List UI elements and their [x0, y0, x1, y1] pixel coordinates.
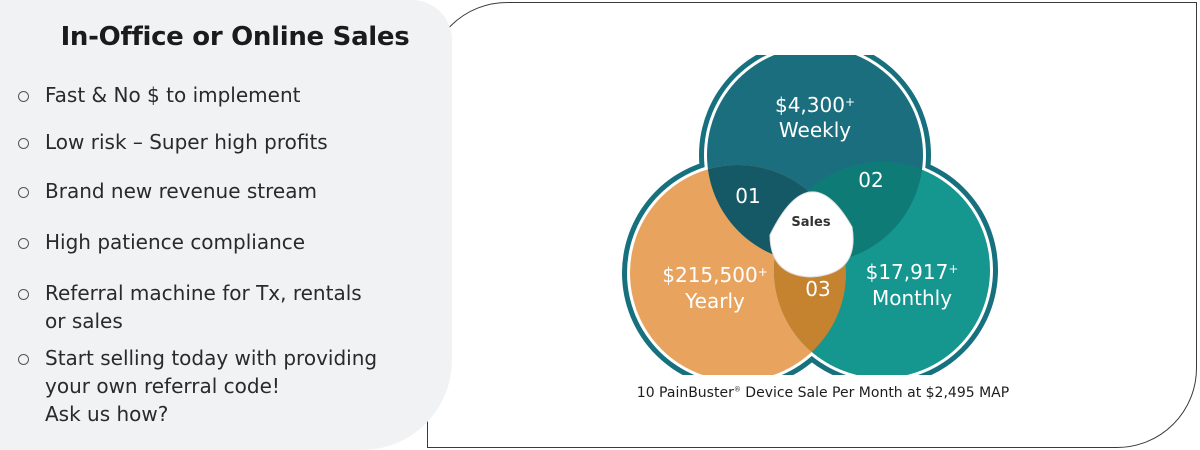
- overlap-label-03: 03: [805, 277, 830, 301]
- overlap-label-01: 01: [735, 184, 760, 208]
- bullet-circle-icon: [18, 138, 29, 149]
- diagram-caption: 10 PainBuster® Device Sale Per Month at …: [598, 385, 1048, 401]
- feature-text: Start selling today with providing your …: [45, 346, 378, 426]
- feature-item: Low risk – Super high profits: [14, 128, 434, 156]
- registered-mark: ®: [733, 385, 741, 394]
- venn-diagram: $4,300+ Weekly $215,500+ Yearly $17,917+…: [622, 55, 998, 375]
- feature-item: Referral machine for Tx, rentals or sale…: [14, 279, 434, 335]
- bullet-circle-icon: [18, 187, 29, 198]
- feature-text: Brand new revenue stream: [45, 179, 317, 203]
- caption-suffix: Device Sale Per Month at $2,495 MAP: [740, 385, 1010, 401]
- feature-text: High patience compliance: [45, 230, 306, 254]
- bullet-circle-icon: [18, 354, 29, 365]
- bullet-circle-icon: [18, 238, 29, 249]
- bullet-circle-icon: [18, 91, 29, 102]
- caption-prefix: 10 PainBuster: [636, 385, 734, 401]
- feature-item: Fast & No $ to implement: [14, 81, 434, 109]
- feature-item: Brand new revenue stream: [14, 177, 434, 205]
- monthly-label: Monthly: [872, 286, 952, 310]
- bullet-circle-icon: [18, 289, 29, 300]
- panel-title: In-Office or Online Sales: [60, 22, 410, 52]
- feature-text: Fast & No $ to implement: [45, 83, 301, 107]
- feature-text: Low risk – Super high profits: [45, 130, 328, 154]
- feature-text: Referral machine for Tx, rentals or sale…: [45, 281, 362, 333]
- feature-item: Start selling today with providing your …: [14, 344, 434, 428]
- weekly-amount: $4,300+: [775, 93, 855, 117]
- yearly-amount: $215,500+: [662, 263, 768, 287]
- features-panel: In-Office or Online Sales Fast & No $ to…: [0, 0, 452, 450]
- monthly-amount: $17,917+: [866, 260, 959, 284]
- center-triangle: [769, 191, 854, 278]
- yearly-label: Yearly: [684, 289, 745, 313]
- overlap-label-02: 02: [858, 168, 883, 192]
- center-label: Sales: [791, 215, 830, 230]
- feature-item: High patience compliance: [14, 228, 434, 256]
- weekly-label: Weekly: [779, 118, 851, 142]
